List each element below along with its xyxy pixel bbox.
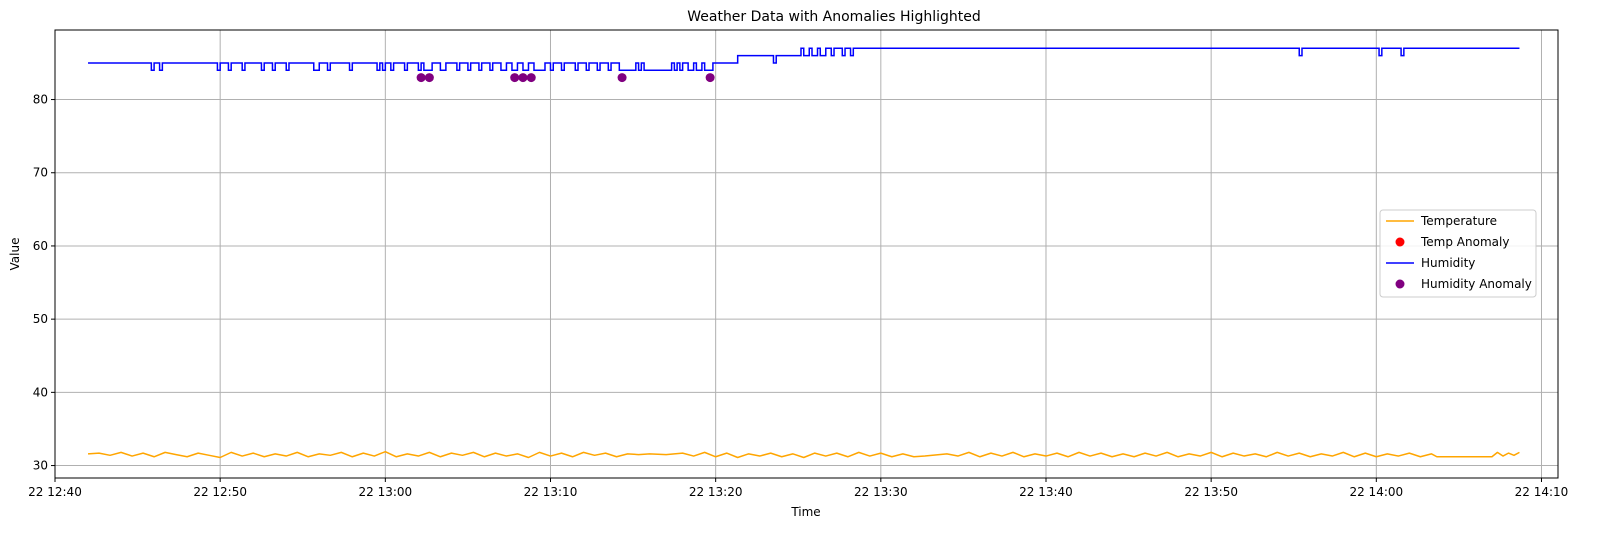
y-tick-label: 60 [33,239,48,253]
y-axis: 30 40 50 60 70 80 [33,93,55,473]
chart-title: Weather Data with Anomalies Highlighted [687,9,981,25]
x-axis-label: Time [790,505,820,519]
x-tick-label: 22 13:20 [689,485,743,499]
anomaly-point-humidity-anomaly [617,73,627,83]
series-line-temperature [87,450,1520,459]
x-axis: 22 12:40 22 12:50 22 13:00 22 13:10 22 13:20… [28,478,1568,499]
x-tick-label: 22 14:10 [1515,485,1569,499]
legend-swatch-humidity-anomaly [1395,279,1405,289]
grid [54,30,1558,478]
legend-label-temp-anomaly: Temp Anomaly [1420,235,1509,249]
y-axis-label: Value [8,238,22,271]
anomaly-point-humidity-anomaly [705,73,715,83]
y-tick-label: 30 [33,459,48,473]
legend-label-humidity: Humidity [1421,256,1475,270]
x-tick-label: 22 12:40 [28,485,82,499]
legend-box [1379,209,1537,298]
x-tick-label: 22 13:10 [524,485,578,499]
legend-swatch-temp-anomaly [1395,237,1405,247]
anomaly-point-humidity-anomaly [416,73,426,83]
x-tick-label: 22 13:30 [854,485,908,499]
legend-label-temperature: Temperature [1420,214,1497,228]
y-tick-label: 80 [33,93,48,107]
series-layer [87,47,1520,459]
y-tick-label: 40 [33,385,48,399]
x-tick-label: 22 12:50 [193,485,247,499]
legend-label-humidity-anomaly: Humidity Anomaly [1421,277,1532,291]
anomaly-point-humidity-anomaly [526,73,536,83]
y-tick-label: 50 [33,312,48,326]
anomaly-point-humidity-anomaly [518,73,528,83]
x-tick-label: 22 14:00 [1349,485,1403,499]
plot-frame [54,29,1559,479]
legend: Temperature Temp Anomaly Humidity Humidi… [1379,209,1537,298]
anomaly-point-humidity-anomaly [510,73,520,83]
x-tick-label: 22 13:50 [1184,485,1238,499]
series-line-humidity [88,47,1520,72]
anomaly-point-humidity-anomaly [424,73,434,83]
x-tick-label: 22 13:40 [1019,485,1073,499]
x-tick-label: 22 13:00 [358,485,412,499]
y-tick-label: 70 [33,166,48,180]
